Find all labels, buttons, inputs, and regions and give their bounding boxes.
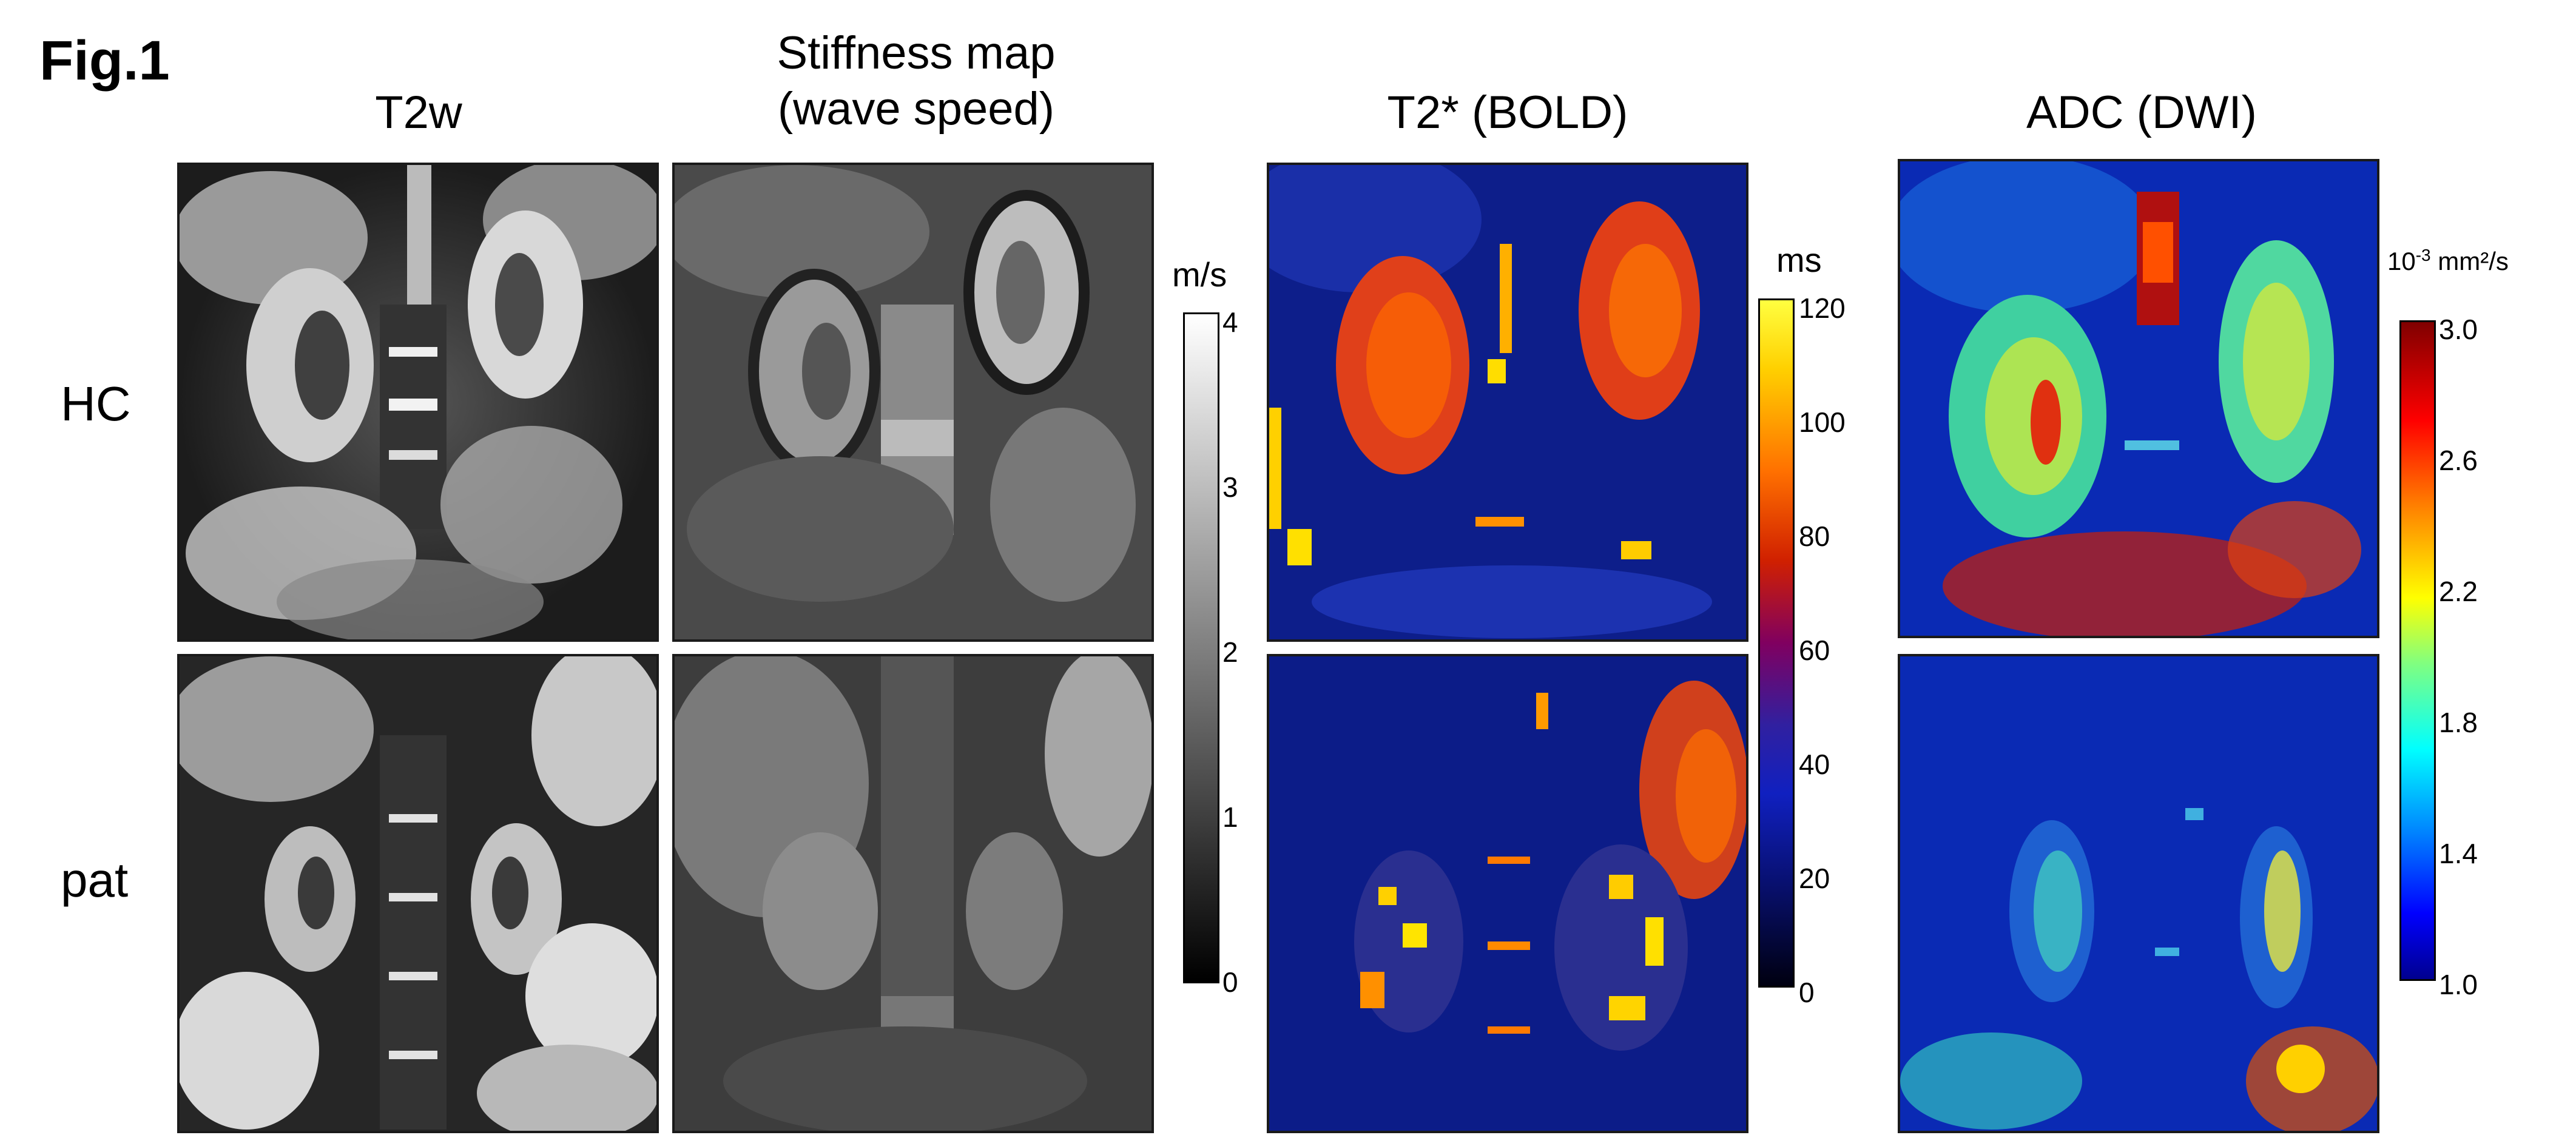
- panel-t2w-hc: [177, 163, 659, 642]
- panel-adc-hc: [1898, 159, 2379, 638]
- t2star-tick-label: 40: [1799, 749, 1830, 780]
- column-title-stiffness-line2: (wave speed): [777, 83, 1055, 135]
- panel-t2w-pat: [177, 654, 659, 1133]
- column-title-stiffness: Stiffness map (wave speed): [673, 25, 1159, 137]
- stiffness-tick-label: 1: [1222, 801, 1238, 833]
- t2star-tick-label: 80: [1799, 520, 1830, 552]
- colorbar-stiffness-unit: m/s: [1172, 255, 1227, 294]
- panel-stiffness-pat: [672, 654, 1154, 1133]
- row-label-hc: HC: [61, 377, 131, 431]
- colorbar-t2star-unit: ms: [1776, 241, 1822, 279]
- stiffness-tick-label: 4: [1222, 306, 1238, 338]
- column-title-stiffness-line1: Stiffness map: [777, 27, 1056, 79]
- panel-t2star-hc: [1267, 163, 1748, 642]
- stiffness-tick-label: 3: [1222, 471, 1238, 503]
- adc-tick-label: 2.2: [2439, 576, 2478, 607]
- adc-tick-label: 1.4: [2439, 838, 2478, 869]
- adc-tick-label: 1.8: [2439, 707, 2478, 738]
- figure-label: Fig.1: [39, 30, 170, 92]
- t2star-tick-label: 100: [1799, 406, 1846, 438]
- row-label-pat: pat: [61, 853, 129, 907]
- adc-unit-prefix: 10: [2387, 247, 2416, 275]
- stiffness-tick-label: 0: [1222, 966, 1238, 998]
- column-title-t2w: T2w: [375, 87, 462, 138]
- panel-adc-pat: [1898, 654, 2379, 1133]
- adc-tick-label: 2.6: [2439, 445, 2478, 476]
- t2star-tick-label: 0: [1799, 977, 1815, 1008]
- t2star-tick-label: 20: [1799, 863, 1830, 894]
- adc-tick-label: 3.0: [2439, 314, 2478, 345]
- colorbar-stiffness: [1183, 312, 1219, 983]
- stiffness-tick-label: 2: [1222, 636, 1238, 668]
- panel-t2star-pat: [1267, 654, 1748, 1133]
- adc-unit-exponent: -3: [2415, 246, 2431, 264]
- colorbar-adc-unit: 10-3 mm²/s: [2387, 246, 2509, 276]
- adc-tick-label: 1.0: [2439, 969, 2478, 1000]
- colorbar-t2star: [1758, 298, 1795, 988]
- t2star-tick-label: 60: [1799, 635, 1830, 666]
- t2star-tick-label: 120: [1799, 292, 1846, 324]
- colorbar-adc: [2399, 320, 2436, 981]
- panel-stiffness-hc: [672, 163, 1154, 642]
- column-title-adc: ADC (DWI): [2026, 87, 2257, 138]
- column-title-t2star: T2* (BOLD): [1387, 87, 1628, 138]
- adc-unit-suffix: mm²/s: [2430, 247, 2509, 275]
